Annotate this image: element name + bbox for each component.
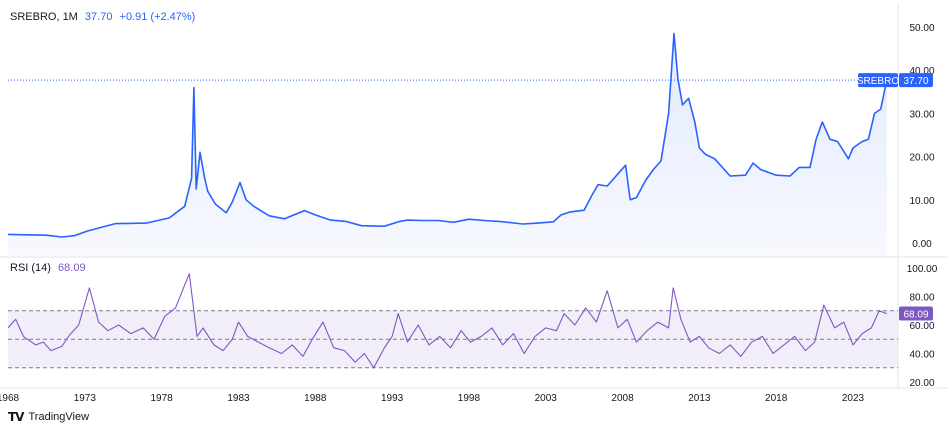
price-panel: [7, 32, 898, 256]
symbol-label: SREBRO, 1M: [10, 11, 78, 23]
symbol-legend[interactable]: SREBRO, 1M 37.70 +0.91 (+2.47%): [10, 11, 195, 23]
tradingview-logo-icon: TV: [8, 410, 25, 424]
rsi-series-line: [7, 273, 887, 369]
time-tick-label: 1988: [304, 393, 327, 404]
rsi-label: RSI (14): [10, 262, 51, 274]
time-tick-label: 2013: [688, 393, 711, 404]
rsi-tag-value: 68.09: [903, 309, 928, 320]
time-tick-label: 1968: [0, 393, 20, 404]
time-tick-label: 2018: [765, 393, 788, 404]
price-tag[interactable]: SREBRO 37.70: [857, 73, 933, 88]
rsi-tick-label: 100.00: [907, 264, 938, 275]
price-series-line: [7, 32, 888, 238]
price-tag-value: 37.70: [903, 76, 928, 87]
price-tag-symbol-bg: [858, 73, 898, 88]
time-tick-label: 1978: [151, 393, 174, 404]
time-tick-label: 2023: [842, 393, 865, 404]
rsi-tick-label: 20.00: [909, 378, 934, 389]
rsi-value-label: 68.09: [58, 262, 86, 274]
price-tick-label: 0.00: [912, 239, 932, 250]
price-tick-label: 40.00: [909, 66, 934, 77]
price-area-fill: [8, 33, 887, 256]
rsi-tick-label: 80.00: [909, 293, 934, 304]
price-tags: SREBRO 37.70 68.09: [857, 73, 933, 321]
time-tick-label: 2008: [611, 393, 634, 404]
time-tick-label: 1973: [74, 393, 97, 404]
time-tick-label: 1998: [458, 393, 481, 404]
price-tick-label: 10.00: [909, 196, 934, 207]
rsi-legend[interactable]: RSI (14) 68.09: [10, 262, 86, 274]
time-tick-label: 2003: [535, 393, 558, 404]
rsi-tag-bg: [899, 306, 933, 321]
brand-footer[interactable]: TV TradingView: [8, 410, 89, 424]
rsi-tick-label: 60.00: [909, 321, 934, 332]
brand-label: TradingView: [28, 411, 90, 423]
price-tick-label: 20.00: [909, 153, 934, 164]
last-price-label: 37.70: [84, 11, 113, 23]
axes: 0.00 10.00 20.00 30.00 40.00 50.00 20.00 40.00 6…: [0, 23, 938, 404]
price-tick-label: 50.00: [909, 23, 934, 34]
time-tick-label: 1993: [381, 393, 404, 404]
time-tick-label: 1983: [227, 393, 250, 404]
price-tag-symbol: SREBRO: [857, 76, 899, 87]
rsi-tag: 68.09: [899, 306, 933, 321]
rsi-tick-label: 40.00: [909, 350, 934, 361]
price-tag-value-bg: [899, 73, 933, 88]
rsi-panel: [7, 273, 898, 369]
price-change-label: +0.91 (+2.47%): [119, 11, 196, 23]
price-tick-label: 30.00: [909, 109, 934, 120]
